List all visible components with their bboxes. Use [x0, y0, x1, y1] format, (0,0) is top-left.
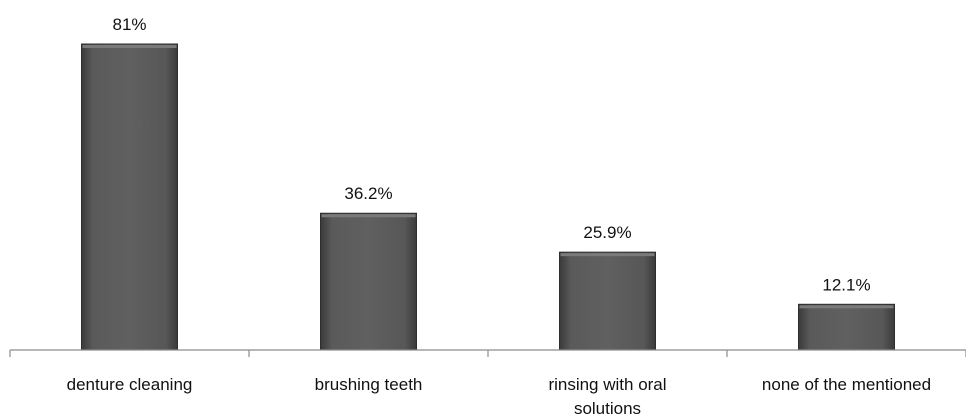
category-label: solutions — [574, 399, 641, 418]
category-labels-group: denture cleaning brushing teeth rinsing wi… — [67, 375, 931, 418]
bars-group — [81, 43, 895, 351]
category-label: brushing teeth — [315, 375, 423, 394]
data-label: 25.9% — [583, 223, 631, 242]
bar-highlight — [560, 253, 655, 257]
category-label: denture cleaning — [67, 375, 193, 394]
data-label: 81% — [112, 15, 146, 34]
bar — [798, 303, 895, 351]
data-label: 12.1% — [822, 275, 870, 294]
bar-highlight — [799, 305, 894, 309]
category-label: rinsing with oral — [548, 375, 666, 394]
data-labels-group: 81% 36.2% 25.9% 12.1% — [112, 15, 870, 294]
data-label: 36.2% — [344, 184, 392, 203]
bar — [81, 43, 178, 351]
category-label: none of the mentioned — [762, 375, 931, 394]
bar-highlight — [321, 214, 416, 218]
bar-highlight — [82, 45, 177, 48]
bar — [559, 251, 656, 351]
bar — [320, 212, 417, 351]
x-axis-ticks — [9, 350, 966, 357]
